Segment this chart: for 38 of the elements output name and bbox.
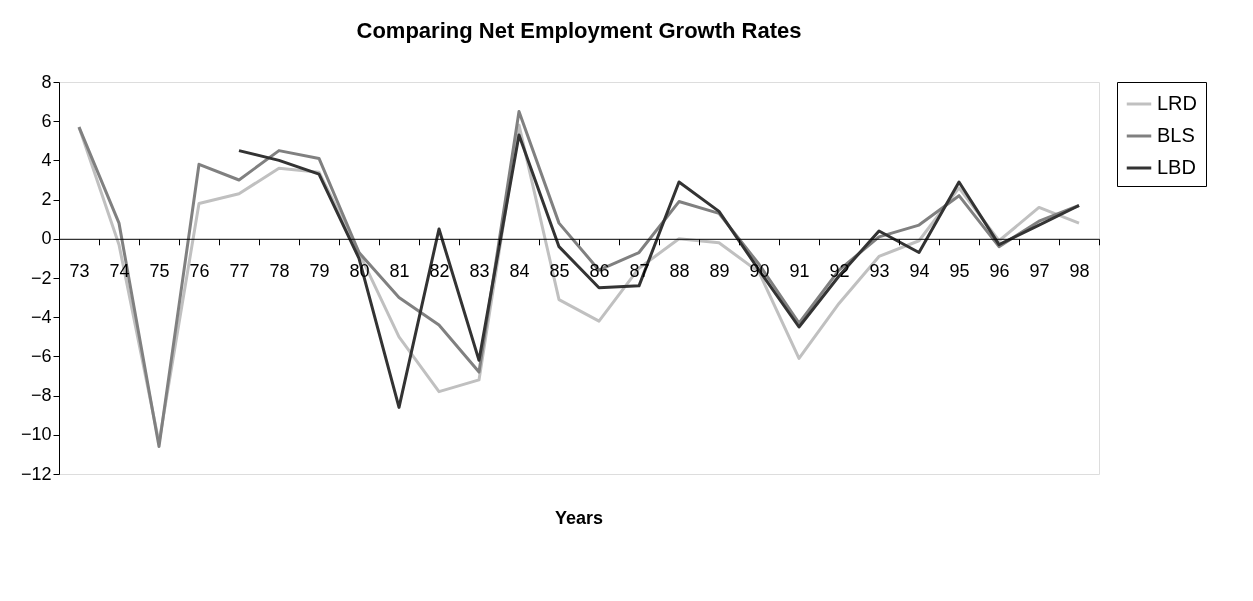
x-axis-title: Years: [554, 508, 604, 528]
y-tick-label: 0: [41, 228, 52, 249]
x-tick-label: 83: [469, 261, 490, 282]
x-tick-label: 77: [229, 261, 250, 282]
y-tick-label: −12: [20, 463, 52, 484]
x-tick-label: 81: [389, 261, 410, 282]
legend-label: LBD: [1157, 156, 1196, 178]
x-tick-label: 93: [869, 261, 890, 282]
y-tick-label: −6: [30, 345, 52, 366]
x-tick-label: 86: [589, 261, 610, 282]
x-tick-label: 85: [549, 261, 570, 282]
legend-label: BLS: [1157, 124, 1195, 146]
x-tick-label: 75: [149, 261, 170, 282]
y-tick-label: 4: [41, 149, 52, 170]
x-tick-label: 79: [309, 261, 330, 282]
x-tick-label: 74: [109, 261, 130, 282]
x-tick-label: 89: [709, 261, 730, 282]
x-tick-label: 95: [949, 261, 970, 282]
y-tick-label: −8: [30, 385, 52, 406]
x-tick-label: 88: [669, 261, 690, 282]
legend-label: LRD: [1157, 92, 1198, 114]
x-tick-label: 73: [69, 261, 90, 282]
x-tick-label: 84: [509, 261, 530, 282]
y-tick-label: −10: [20, 424, 52, 445]
chart-title: Comparing Net Employment Growth Rates: [356, 18, 802, 43]
y-tick-label: 8: [41, 71, 52, 92]
x-tick-label: 78: [269, 261, 290, 282]
x-tick-label: 82: [429, 261, 450, 282]
x-tick-label: 96: [989, 261, 1010, 282]
y-tick-label: 6: [41, 110, 52, 131]
y-tick-label: −2: [30, 267, 52, 288]
x-tick-label: 97: [1029, 261, 1050, 282]
x-tick-label: 98: [1069, 261, 1090, 282]
x-tick-label: 94: [909, 261, 930, 282]
y-tick-label: 2: [41, 189, 52, 210]
y-tick-label: −4: [30, 306, 52, 327]
x-tick-label: 76: [189, 261, 210, 282]
x-tick-label: 91: [789, 261, 810, 282]
